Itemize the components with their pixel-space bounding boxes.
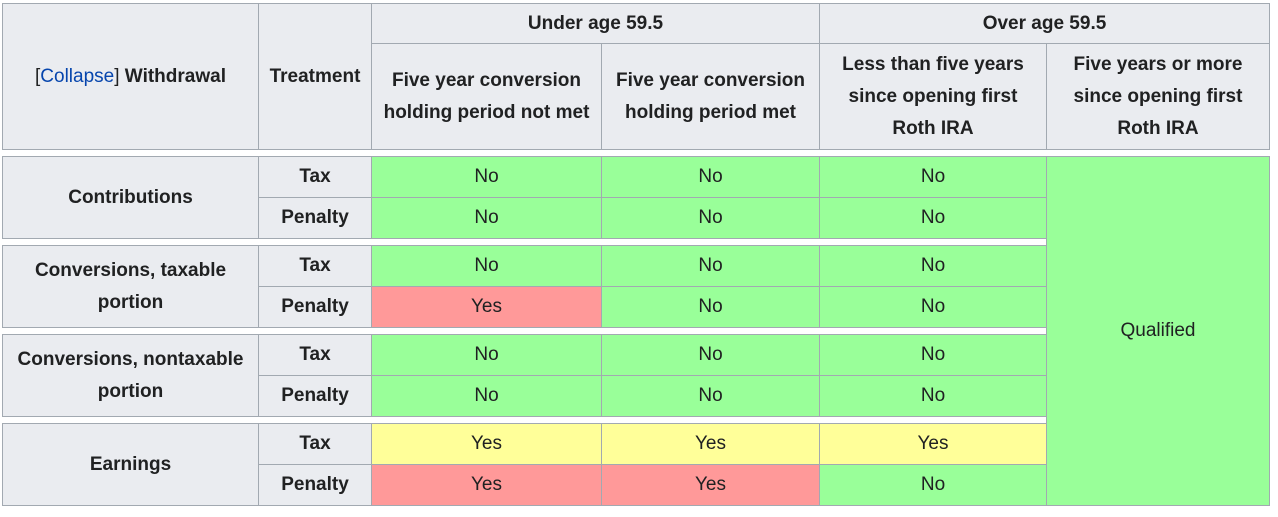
table-row: Penalty No No No — [3, 197, 1270, 239]
table-row: Conversions, nontaxable portion Tax No No No — [2, 334, 1270, 417]
table-body: Contributions Tax No No No Qualified Penalty No… — [2, 149, 1270, 506]
value-cell: Yes — [371, 423, 602, 465]
value-cell: No — [819, 286, 1047, 328]
over-age-header: Over age 59.5 — [819, 3, 1270, 44]
treatment-label: Tax — [258, 156, 372, 198]
withdrawal-header-label: Withdrawal — [124, 65, 226, 87]
col-conversion-not-met-header: Five year conversion holding period not … — [371, 43, 602, 150]
value-cell: Yes — [601, 423, 820, 465]
treatment-label: Penalty — [258, 197, 372, 239]
under-age-header: Under age 59.5 — [371, 3, 820, 44]
value-cell: No — [601, 197, 820, 239]
value-cell: No — [819, 197, 1047, 239]
treatment-label: Penalty — [258, 286, 372, 328]
value-cell: No — [819, 464, 1047, 506]
value-cell: No — [601, 245, 820, 287]
withdrawal-table-container: [Collapse] Withdrawal Treatment Under ag… — [2, 3, 1270, 506]
withdrawal-type-label: Conversions, taxable portion — [2, 245, 259, 328]
table-row: Penalty Yes Yes No — [3, 464, 1270, 506]
value-cell: Yes — [371, 464, 602, 506]
treatment-label: Penalty — [258, 464, 372, 506]
value-cell: No — [371, 334, 602, 376]
value-cell: No — [819, 245, 1047, 287]
col-conversion-met-header: Five year conversion holding period met — [601, 43, 820, 150]
withdrawal-type-label: Earnings — [2, 423, 259, 506]
col-five-years-or-more-header: Five years or more since opening first R… — [1046, 43, 1270, 150]
group-separator — [2, 149, 1270, 157]
value-cell: Yes — [819, 423, 1047, 465]
value-cell: No — [601, 286, 820, 328]
value-cell: No — [371, 245, 602, 287]
collapse-link[interactable]: Collapse — [40, 65, 115, 87]
value-cell: No — [819, 375, 1047, 417]
value-cell: No — [601, 375, 820, 417]
value-cell: No — [371, 197, 602, 239]
value-cell: Yes — [371, 286, 602, 328]
value-cell: No — [371, 156, 602, 198]
withdrawal-type-label: Conversions, nontaxable portion — [2, 334, 259, 417]
col-less-than-five-years-header: Less than five years since opening first… — [819, 43, 1047, 150]
value-cell: No — [601, 334, 820, 376]
table-row: Conversions, taxable portion Tax No No No — [2, 245, 1270, 328]
treatment-label: Penalty — [258, 375, 372, 417]
value-cell: No — [601, 156, 820, 198]
treatment-label: Tax — [258, 245, 372, 287]
treatment-label: Tax — [258, 334, 372, 376]
table-row: Penalty Yes No No — [3, 286, 1270, 328]
qualified-cell: Qualified — [1046, 156, 1270, 506]
value-cell: No — [819, 334, 1047, 376]
table-row: Penalty No No No — [3, 375, 1270, 417]
withdrawal-header: [Collapse] Withdrawal — [2, 3, 259, 150]
table-row: Contributions Tax No No No Qualified — [2, 156, 1270, 506]
withdrawal-type-label: Contributions — [2, 156, 259, 239]
value-cell: No — [371, 375, 602, 417]
treatment-label: Tax — [258, 423, 372, 465]
treatment-header: Treatment — [258, 3, 372, 150]
table-row: Earnings Tax Yes Yes Yes — [2, 423, 1270, 506]
roth-withdrawal-table: [Collapse] Withdrawal Treatment Under ag… — [2, 3, 1270, 506]
value-cell: No — [819, 156, 1047, 198]
value-cell: Yes — [601, 464, 820, 506]
